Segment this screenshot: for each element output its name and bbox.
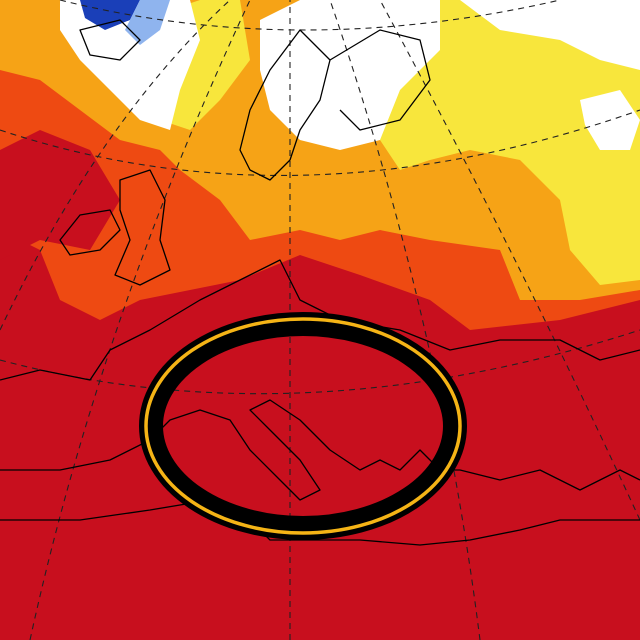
coastline [59,209,121,256]
anomaly-field [0,130,120,260]
anomaly-field [260,0,440,150]
anomaly-field [460,0,640,70]
graticule [59,0,561,31]
anomaly-field [80,0,140,30]
anomaly-field [125,0,170,45]
graticule [0,109,640,176]
highlight-ring [139,312,467,540]
highlight-ring [144,317,462,535]
coastline [79,19,141,61]
graticule [29,0,251,640]
graticule [379,0,640,521]
graticule [0,329,640,395]
coastline [239,29,331,181]
coastline [0,399,640,501]
anomaly-field [60,0,200,130]
coastline [329,29,431,131]
coastline [0,499,640,546]
coastline [0,259,640,381]
graticule [329,0,481,640]
graticule [0,0,231,331]
coastline [114,169,171,286]
